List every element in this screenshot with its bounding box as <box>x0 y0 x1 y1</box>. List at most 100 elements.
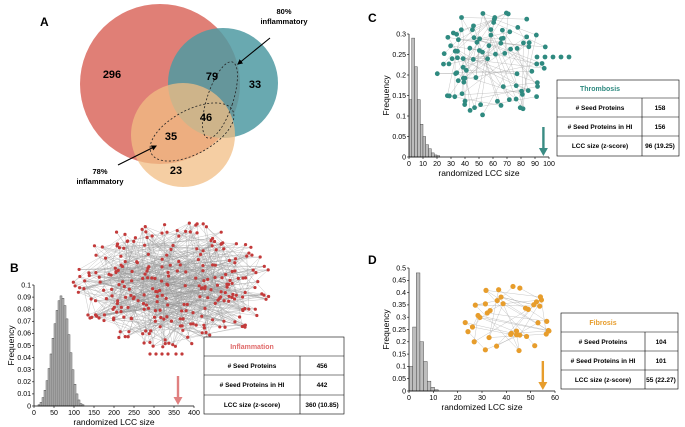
network-node <box>486 43 492 49</box>
network-node <box>155 300 159 304</box>
network-node <box>264 297 268 301</box>
network-node <box>498 40 504 46</box>
network-node <box>116 299 120 303</box>
observed-lcc-arrowhead <box>538 382 548 390</box>
x-tick-label: 60 <box>489 161 497 168</box>
network-edge <box>95 281 123 315</box>
y-tick-label: 0.07 <box>17 319 31 326</box>
y-tick-label: 0 <box>27 403 31 410</box>
table-cell-value: 101 <box>656 358 667 365</box>
network-node <box>113 266 117 270</box>
network-node <box>123 232 127 236</box>
network-edge <box>192 312 220 328</box>
network-edge <box>157 287 255 297</box>
network-inflammation <box>71 221 271 356</box>
network-edge <box>105 258 155 318</box>
network-edge <box>204 248 224 329</box>
network-edge <box>211 240 222 244</box>
network-node <box>482 347 488 353</box>
network-node <box>493 343 500 349</box>
network-edge <box>162 223 198 260</box>
network-edge <box>246 256 249 310</box>
network-node <box>477 36 483 42</box>
network-node <box>198 295 202 299</box>
network-node <box>253 307 257 311</box>
histogram-bar <box>414 66 418 158</box>
network-edge <box>113 317 126 337</box>
network-edge <box>157 287 256 302</box>
network-node <box>201 222 205 226</box>
network-node <box>266 268 270 272</box>
network-node <box>175 269 179 273</box>
network-node <box>262 264 266 268</box>
network-node <box>146 306 151 310</box>
network-node <box>517 285 523 291</box>
y-tick-label: 0.2 <box>396 339 406 346</box>
network-node <box>110 294 114 298</box>
network-node <box>166 352 170 356</box>
network-node <box>242 324 246 328</box>
histogram-bar <box>428 148 432 158</box>
network-node <box>189 322 193 326</box>
network-node <box>231 292 235 297</box>
network-edge <box>111 249 217 290</box>
network-edge <box>117 237 136 304</box>
histogram-bar <box>63 305 67 407</box>
network-node <box>496 287 502 293</box>
network-node <box>472 105 477 111</box>
network-edge <box>146 271 186 306</box>
network-node <box>93 299 98 303</box>
network-node <box>133 236 137 240</box>
x-tick-label: 10 <box>419 161 427 168</box>
network-node <box>213 263 218 267</box>
network-node <box>169 319 174 323</box>
network-node <box>243 290 247 295</box>
network-edge <box>202 281 258 333</box>
network-node <box>130 279 134 283</box>
network-node <box>455 37 461 43</box>
y-axis-label: Frequency <box>381 309 391 350</box>
network-node <box>94 271 98 275</box>
network-edge <box>121 307 132 319</box>
table-fibrosis-title: Fibrosis <box>589 320 616 327</box>
network-node <box>82 286 86 291</box>
network-node <box>162 223 167 227</box>
venn-only-inflammation: 296 <box>103 69 121 81</box>
table-cell-value: 442 <box>317 382 328 389</box>
network-edge <box>108 243 118 275</box>
network-edge <box>497 300 549 331</box>
network-node <box>206 296 210 300</box>
network-node <box>230 295 234 299</box>
network-node <box>140 227 144 231</box>
network-node <box>116 268 120 272</box>
network-edge <box>206 270 236 339</box>
network-node <box>534 80 540 86</box>
network-edge <box>482 42 524 115</box>
network-node <box>107 272 111 276</box>
network-node <box>160 257 164 261</box>
table-cell-label: LCC size (z-score) <box>572 143 628 150</box>
network-edge <box>464 38 504 79</box>
network-node <box>166 270 170 275</box>
network-node <box>88 316 92 320</box>
network-edge <box>155 270 178 292</box>
network-edge <box>456 19 495 73</box>
network-node <box>142 307 146 311</box>
network-node <box>508 46 513 52</box>
y-tick-label: 0.1 <box>396 113 406 120</box>
panel-c-label: C <box>368 11 377 25</box>
network-node <box>534 54 540 60</box>
network-edge <box>175 292 226 347</box>
network-node <box>188 230 192 234</box>
x-tick-label: 40 <box>461 161 469 168</box>
network-node <box>89 297 93 301</box>
x-tick-label: 50 <box>50 410 58 417</box>
network-node <box>187 221 191 225</box>
network-node <box>482 301 488 307</box>
network-node <box>155 294 159 298</box>
x-tick-label: 50 <box>527 395 535 402</box>
network-node <box>168 263 172 267</box>
network-node <box>535 84 540 89</box>
network-node <box>184 270 188 274</box>
